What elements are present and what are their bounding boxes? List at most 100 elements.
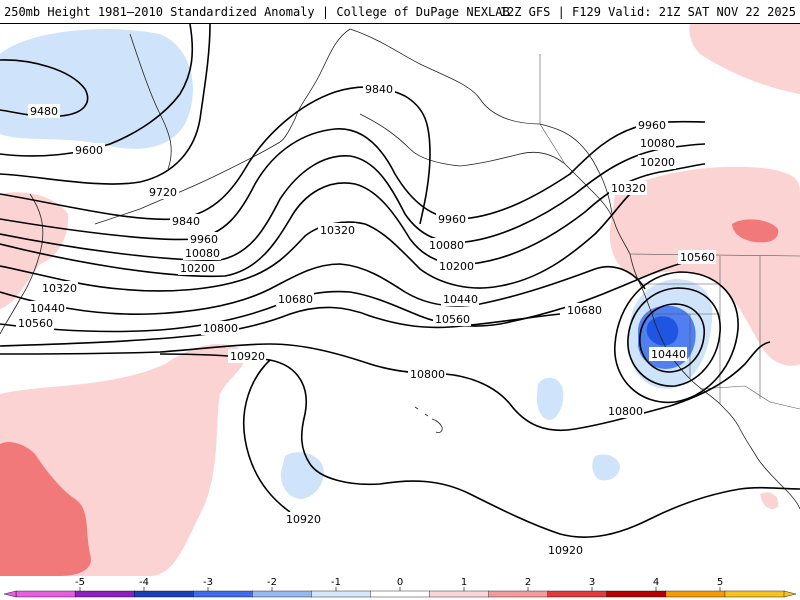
alaska-south-coast bbox=[359, 113, 566, 167]
legend-color-bar bbox=[3, 590, 797, 598]
label-10560-c: 10560 bbox=[680, 251, 715, 264]
legend-tick-label: -4 bbox=[139, 577, 149, 588]
label-10560-b: 10560 bbox=[435, 313, 470, 326]
trough-ring-outer bbox=[614, 271, 739, 404]
legend-left-arrow bbox=[3, 590, 17, 598]
legend-color-swatch bbox=[15, 590, 76, 598]
legend-color-swatch bbox=[488, 590, 549, 598]
label-10920-a: 10920 bbox=[230, 350, 265, 363]
label-10800-c: 10800 bbox=[608, 405, 643, 418]
label-10080-c: 10080 bbox=[640, 137, 675, 150]
neg-anomaly-trough-core bbox=[646, 316, 679, 346]
legend-tick-label: 4 bbox=[653, 577, 659, 588]
baja-coast bbox=[719, 403, 759, 460]
label-10320-c: 10320 bbox=[611, 182, 646, 195]
label-9840-a: 9840 bbox=[172, 215, 200, 228]
model-run-info: 12Z GFS | F129 Valid: 21Z SAT NOV 22 202… bbox=[499, 5, 796, 19]
label-10200-b: 10200 bbox=[439, 260, 474, 273]
height-anomaly-map: 9480 9600 9720 9840 9840 9960 9960 9960 … bbox=[0, 24, 800, 576]
neg-anomaly-small-2 bbox=[280, 452, 324, 499]
label-10680-a: 10680 bbox=[278, 293, 313, 306]
legend-right-arrow bbox=[783, 590, 797, 598]
legend-color-swatch bbox=[665, 590, 726, 598]
contour-10440 bbox=[0, 263, 646, 316]
label-10440-b: 10440 bbox=[443, 293, 478, 306]
legend-tick-label: -2 bbox=[267, 577, 277, 588]
legend-tick-label: 1 bbox=[461, 577, 467, 588]
label-10920-b: 10920 bbox=[286, 513, 321, 526]
pos-anomaly-pacnw-rockies bbox=[609, 166, 800, 366]
label-10440-a: 10440 bbox=[30, 302, 65, 315]
label-9960-a: 9960 bbox=[190, 233, 218, 246]
label-10320-a: 10320 bbox=[42, 282, 77, 295]
label-9480: 9480 bbox=[30, 105, 58, 118]
height-contours bbox=[0, 24, 800, 538]
label-10800-b: 10800 bbox=[410, 368, 445, 381]
legend-color-swatch bbox=[606, 590, 667, 598]
label-9960-b: 9960 bbox=[438, 213, 466, 226]
legend-color-swatch bbox=[133, 590, 194, 598]
hawaii-islands bbox=[414, 406, 443, 434]
label-10440-c: 10440 bbox=[651, 348, 686, 361]
legend-tick-label: 2 bbox=[525, 577, 531, 588]
aleutian-chain bbox=[94, 141, 281, 225]
legend-color-swatch bbox=[370, 590, 431, 598]
contour-labels: 9480 9600 9720 9840 9840 9960 9960 9960 … bbox=[16, 82, 716, 557]
trough-ring-mid bbox=[627, 287, 721, 387]
legend-tick-label: 5 bbox=[717, 577, 723, 588]
contour-9840 bbox=[0, 86, 431, 225]
anomaly-shading bbox=[0, 24, 800, 576]
neg-anomaly-small-1 bbox=[536, 377, 564, 420]
contour-10920-pacific bbox=[242, 359, 291, 513]
pos-anomaly-strong-plains bbox=[732, 219, 779, 243]
contour-9720 bbox=[0, 24, 211, 185]
alaska-arctic-coast bbox=[349, 28, 613, 215]
legend-tick-label: -3 bbox=[203, 577, 213, 588]
alaska-west-coast bbox=[279, 28, 351, 143]
label-9840-b: 9840 bbox=[365, 83, 393, 96]
alaska-canada-border bbox=[539, 54, 566, 165]
map-title: 250mb Height 1981–2010 Standardized Anom… bbox=[4, 5, 510, 19]
legend-tick-label: 3 bbox=[589, 577, 595, 588]
us-mexico-border bbox=[699, 385, 800, 410]
label-10200-c: 10200 bbox=[640, 156, 675, 169]
contour-10800 bbox=[0, 341, 771, 431]
contour-10920 bbox=[159, 353, 800, 538]
neg-anomaly-small-3 bbox=[592, 454, 620, 481]
map-header: 250mb Height 1981–2010 Standardized Anom… bbox=[0, 0, 800, 24]
legend-tick-label: 0 bbox=[397, 577, 403, 588]
label-9720: 9720 bbox=[149, 186, 177, 199]
label-9960-c: 9960 bbox=[638, 119, 666, 132]
legend-tick-label: -1 bbox=[331, 577, 341, 588]
label-10320-b: 10320 bbox=[320, 224, 355, 237]
legend-color-swatch bbox=[547, 590, 608, 598]
label-10560-a: 10560 bbox=[18, 317, 53, 330]
trough-ring-inner bbox=[639, 303, 705, 373]
label-10080-a: 10080 bbox=[185, 247, 220, 260]
legend-tick-label: -5 bbox=[75, 577, 85, 588]
legend-color-swatch bbox=[429, 590, 490, 598]
label-9600: 9600 bbox=[75, 144, 103, 157]
contour-10560 bbox=[0, 258, 701, 333]
legend-color-swatch bbox=[724, 590, 785, 598]
pos-anomaly-strong-sw bbox=[0, 442, 91, 576]
legend-color-swatch bbox=[193, 590, 254, 598]
label-10800-a: 10800 bbox=[203, 322, 238, 335]
pos-anomaly-ne bbox=[689, 24, 800, 94]
pos-anomaly-se-edge bbox=[760, 492, 779, 510]
legend-tick-labels: -5 -4 -3 -2 -1 0 1 2 3 4 5 bbox=[75, 577, 723, 596]
contour-10320 bbox=[0, 193, 631, 292]
label-10920-c: 10920 bbox=[548, 544, 583, 557]
legend-color-swatch bbox=[74, 590, 135, 598]
legend-color-swatch bbox=[252, 590, 313, 598]
neg-anomaly-nw bbox=[0, 29, 193, 149]
label-10080-b: 10080 bbox=[429, 239, 464, 252]
contour-10680 bbox=[0, 306, 561, 347]
anomaly-color-legend: -5 -4 -3 -2 -1 0 1 2 3 4 5 bbox=[0, 576, 800, 600]
contour-10080 bbox=[0, 143, 706, 261]
legend-color-swatch bbox=[311, 590, 372, 598]
label-10680-b: 10680 bbox=[567, 304, 602, 317]
contour-9600 bbox=[0, 24, 194, 157]
bc-coast bbox=[564, 163, 631, 255]
label-10200-a: 10200 bbox=[180, 262, 215, 275]
